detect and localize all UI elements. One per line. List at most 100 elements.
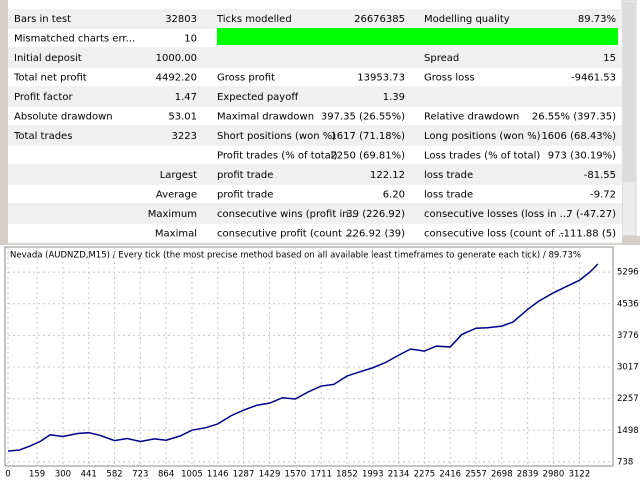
x-tick-label: 1146 [207,470,229,480]
cell-value: -81.55 [584,170,616,181]
cell-value: 122.12 [370,170,405,181]
plot-frame [4,246,614,467]
y-tick-label: 4536 [617,299,639,309]
cell-value: Largest [160,170,197,181]
cell-label: Profit factor [14,92,73,103]
x-tick-label: 2134 [388,470,410,480]
x-tick-label: 1287 [233,470,255,480]
table-row [8,106,622,126]
x-tick-label: 582 [106,470,122,480]
cell-value: 26676385 [354,14,405,25]
cell-value: 1.47 [175,92,197,103]
cell-value: 1617 (71.18%) [330,131,405,142]
cell-label: Maximal drawdown [217,111,314,122]
cell-label: consecutive loss (count of ... [424,228,567,239]
cell-label: Total trades [13,131,72,142]
cell-label: consecutive losses (loss in ... [424,209,569,220]
cell-value: 89.73% [578,14,616,25]
x-tick-label: 723 [132,470,148,480]
x-tick-label: 0 [5,470,10,480]
y-tick-label: 5296 [617,268,639,278]
table-row [8,204,622,224]
cell-label: Spread [424,53,459,64]
cell-label: Relative drawdown [424,111,519,122]
y-tick-label: 1498 [617,426,639,436]
x-tick-label: 2980 [543,470,565,480]
x-tick-label: 1570 [285,470,307,480]
cell-label: Gross loss [424,72,475,83]
x-tick-label: 1005 [181,470,203,480]
cell-value: -111.88 (5) [560,228,616,239]
cell-label: Expected payoff [217,92,299,103]
x-tick-label: 1429 [259,470,281,480]
cell-label: consecutive wins (profit in... [217,209,358,220]
quality-bar [217,28,618,45]
table-row [8,48,622,68]
cell-value: 32803 [165,14,197,25]
cell-value: 1606 (68.43%) [541,131,616,142]
cell-value: 6.20 [383,189,405,200]
x-tick-label: 864 [158,470,174,480]
y-tick-label: 738 [617,457,633,467]
table-row [8,87,622,107]
cell-label: loss trade [424,189,473,200]
table-row [8,126,622,146]
cell-value: 226.92 (39) [346,228,405,239]
table-row [8,145,622,165]
chart-title: Nevada (AUDNZD,M15) / Every tick (the mo… [10,251,581,261]
cell-value: 1.39 [383,92,405,103]
cell-value: 39 (226.92) [346,209,405,220]
cell-value: 53.01 [168,111,197,122]
scrollbar-thumb[interactable] [623,2,635,182]
cell-label: Modelling quality [424,14,510,25]
cell-value: 13953.73 [357,72,405,83]
cell-label: Absolute drawdown [14,111,113,122]
cell-label: Profit trades (% of total) [217,150,338,161]
x-tick-label: 441 [81,470,97,480]
cell-label: Short positions (won %) [217,131,336,142]
cell-label: profit trade [217,170,273,181]
x-tick-label: 3122 [569,470,591,480]
y-tick-label: 3776 [617,331,639,341]
table-row [8,165,622,185]
cell-label: Bars in test [14,14,71,25]
left-edge [0,0,8,236]
x-tick-label: 300 [55,470,71,480]
cell-value: 10 [184,33,197,44]
x-tick-label: 2698 [491,470,513,480]
x-tick-label: 1852 [336,470,358,480]
cell-value: Maximum [148,209,197,220]
cell-label: Total net profit [13,72,87,83]
x-tick-label: 1993 [362,470,384,480]
cell-value: 7 (-47.27) [566,209,616,220]
cell-value: 2250 (69.81%) [330,150,405,161]
cell-value: 15 [603,53,616,64]
cell-value: 26.55% (397.35) [532,111,616,122]
cell-value: Average [156,189,197,200]
cell-value: 397.35 (26.55%) [321,111,405,122]
x-tick-label: 2275 [414,470,436,480]
x-tick-label: 159 [29,470,45,480]
cell-value: 3223 [172,131,197,142]
cell-label: Mismatched charts err... [14,33,135,44]
table-row [8,9,622,29]
cell-value: -9.72 [590,189,616,200]
x-tick-label: 2839 [517,470,539,480]
cell-value: 973 (30.19%) [548,150,616,161]
cell-label: Gross profit [217,72,275,83]
cell-label: loss trade [424,170,473,181]
x-tick-label: 2557 [465,470,487,480]
cell-label: profit trade [217,189,273,200]
table-row [8,223,622,243]
y-tick-label: 2257 [617,394,639,404]
cell-value: Maximal [155,228,197,239]
y-tick-label: 3017 [617,363,639,373]
table-row [8,184,622,204]
cell-label: Loss trades (% of total) [424,150,540,161]
equity-line [7,263,599,452]
cell-value: 1000.00 [156,53,197,64]
cell-label: Long positions (won %) [424,131,541,142]
x-tick-label: 2416 [439,470,461,480]
